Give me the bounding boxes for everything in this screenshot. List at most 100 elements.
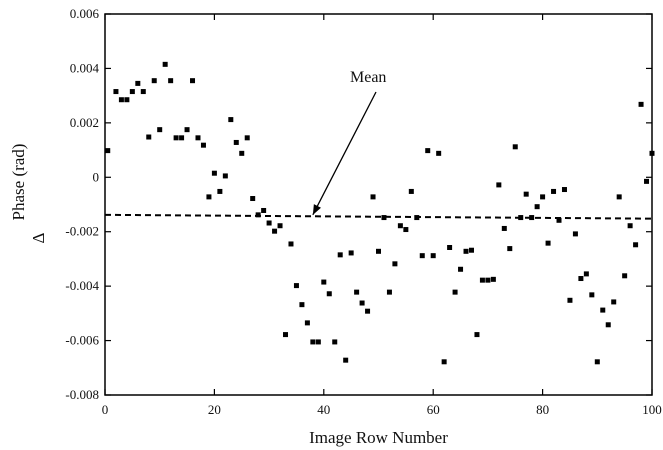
- data-point: [200, 142, 206, 148]
- data-point: [512, 144, 518, 150]
- data-point: [365, 308, 371, 314]
- data-point: [425, 148, 431, 154]
- x-tick-label: 60: [427, 402, 440, 417]
- data-point: [386, 289, 392, 295]
- y-axis-title: Phase (rad): [9, 144, 28, 221]
- data-point: [600, 307, 606, 313]
- data-point: [529, 215, 535, 221]
- data-point: [551, 188, 557, 194]
- x-tick-label: 40: [317, 402, 330, 417]
- data-point: [616, 194, 622, 200]
- x-tick-label: 0: [102, 402, 109, 417]
- data-point: [190, 78, 196, 84]
- data-point: [337, 252, 343, 258]
- data-point: [277, 223, 283, 229]
- data-point: [419, 253, 425, 259]
- y-axis-delta-symbol: Δ: [29, 232, 48, 243]
- data-point: [184, 127, 190, 133]
- y-tick-label: -0.004: [65, 278, 99, 293]
- data-point: [255, 212, 261, 218]
- data-point: [195, 135, 201, 141]
- data-point: [288, 241, 294, 247]
- data-point: [354, 289, 360, 295]
- data-point: [162, 61, 168, 67]
- data-point: [129, 89, 135, 95]
- data-point: [343, 357, 349, 363]
- y-tick-label: 0.006: [70, 6, 100, 21]
- mean-line: [104, 213, 653, 220]
- data-point: [545, 240, 551, 246]
- data-point: [441, 359, 447, 365]
- axis-tick-labels: 0 20 40 60 80 100 -0.008 -0.006 -0.004 -0.002 0 0.0…: [65, 6, 661, 417]
- data-point: [627, 223, 633, 229]
- data-point: [135, 80, 141, 86]
- mean-arrow: [312, 91, 377, 216]
- data-point: [376, 248, 381, 254]
- data-point: [611, 299, 617, 305]
- data-point: [283, 332, 289, 338]
- axis-ticks: [104, 13, 653, 396]
- data-point: [206, 194, 212, 200]
- data-point: [436, 150, 442, 156]
- data-point: [540, 194, 546, 200]
- data-point: [239, 150, 245, 156]
- data-point: [222, 173, 228, 179]
- y-tick-label: 0.004: [70, 60, 100, 75]
- data-point: [468, 247, 474, 253]
- y-tick-label: -0.008: [65, 387, 99, 402]
- data-point: [605, 322, 611, 328]
- data-point: [370, 194, 376, 200]
- y-tick-label: -0.006: [65, 333, 99, 348]
- data-point: [211, 170, 217, 176]
- data-point: [622, 273, 628, 279]
- data-point: [633, 242, 639, 248]
- plot-frame: [104, 13, 653, 396]
- data-point: [452, 289, 458, 295]
- data-point: [501, 225, 507, 231]
- y-tick-label: 0: [93, 169, 100, 184]
- data-point: [228, 117, 234, 123]
- data-point: [447, 244, 453, 250]
- data-point: [381, 215, 387, 221]
- y-tick-label: -0.002: [65, 224, 99, 239]
- data-point: [474, 332, 480, 338]
- data-point: [496, 182, 502, 188]
- data-point: [479, 277, 485, 283]
- data-point: [430, 253, 436, 259]
- data-point: [561, 187, 567, 193]
- data-point: [179, 135, 185, 141]
- data-points: [105, 61, 655, 365]
- data-point: [332, 339, 338, 345]
- data-point: [105, 148, 111, 154]
- data-point: [173, 135, 179, 141]
- data-point: [397, 223, 403, 229]
- data-point: [490, 276, 496, 282]
- data-point: [315, 339, 321, 345]
- data-point: [310, 339, 316, 345]
- data-point: [507, 246, 513, 252]
- data-point: [408, 188, 414, 194]
- data-point: [463, 248, 469, 254]
- data-point: [272, 228, 278, 234]
- data-point: [118, 97, 124, 103]
- data-point: [157, 127, 163, 133]
- x-axis-title: Image Row Number: [309, 428, 448, 447]
- data-point: [326, 291, 332, 297]
- y-tick-label: 0.002: [70, 115, 99, 130]
- data-point: [534, 204, 540, 210]
- data-point: [266, 220, 272, 226]
- data-point: [589, 292, 595, 298]
- data-point: [113, 89, 119, 95]
- data-point: [638, 101, 644, 107]
- x-tick-label: 80: [536, 402, 549, 417]
- data-point: [578, 276, 584, 282]
- data-point: [299, 302, 305, 308]
- data-point: [168, 78, 174, 84]
- data-point: [485, 277, 491, 283]
- x-tick-label: 100: [642, 402, 662, 417]
- data-point: [293, 283, 299, 289]
- data-point: [594, 359, 600, 365]
- data-point: [458, 266, 464, 272]
- data-point: [523, 191, 529, 197]
